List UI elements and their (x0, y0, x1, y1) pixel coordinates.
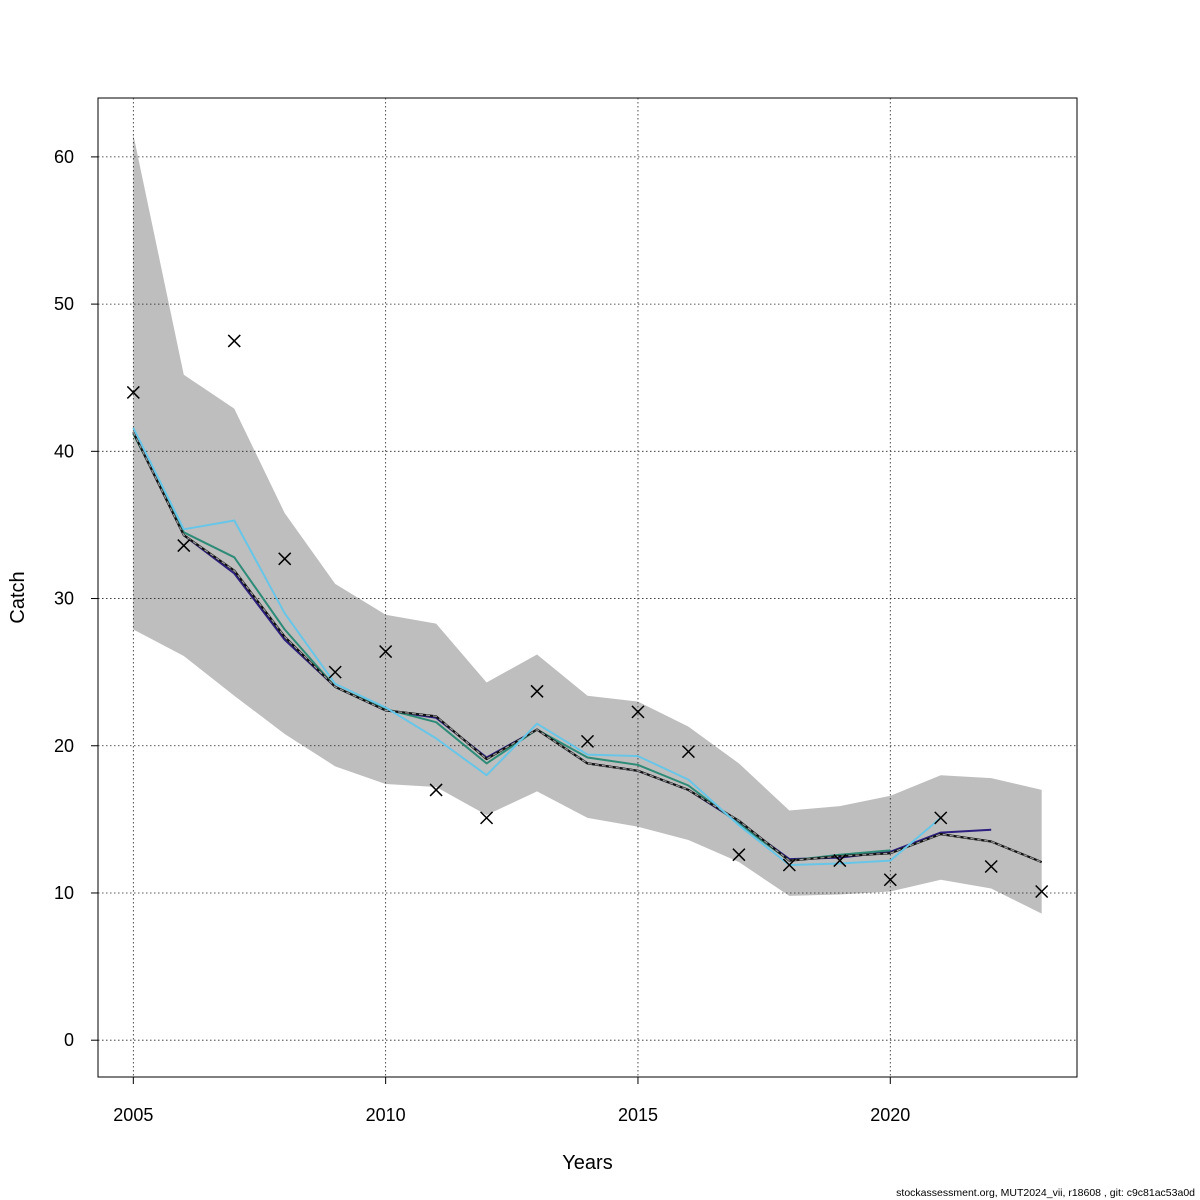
observed-point (379, 645, 393, 659)
y-tick-label: 0 (64, 1030, 74, 1050)
x-tick-label: 2005 (113, 1105, 153, 1125)
y-tick-label: 20 (54, 736, 74, 756)
observed-point (580, 734, 595, 748)
x-axis-title: Years (562, 1152, 612, 1174)
confidence-band (133, 134, 1042, 914)
series-line (132, 433, 891, 862)
tick-layer: 2005 2010 2015 2020 0 10 20 30 40 50 60 (54, 147, 910, 1125)
y-tick-label: 50 (54, 294, 74, 314)
x-tick-label: 2020 (870, 1105, 910, 1125)
observed-point (833, 854, 847, 868)
observed-point (732, 848, 746, 862)
observed-point (530, 684, 544, 698)
observed-point (328, 665, 342, 679)
observed-point (883, 873, 897, 887)
observed-point (177, 539, 191, 553)
observed-point (681, 745, 695, 759)
y-tick-label: 30 (54, 589, 74, 609)
plot-frame (97, 97, 1078, 1078)
series-line (132, 431, 1042, 863)
grid-layer (98, 98, 1077, 1077)
confidence-band-layer (133, 134, 1042, 914)
y-axis-title: Catch (7, 571, 29, 623)
observed-point (934, 811, 948, 825)
observed-points-layer (126, 334, 1049, 899)
observed-point (782, 858, 796, 872)
observed-point (480, 811, 494, 825)
observed-point (984, 859, 998, 874)
observed-point (227, 334, 241, 348)
x-tick-label: 2015 (618, 1105, 658, 1125)
x-tick-label: 2010 (366, 1105, 406, 1125)
observed-point (1035, 884, 1049, 899)
series-line (132, 427, 942, 866)
observed-point (631, 705, 645, 719)
footer-credit: stockassessment.org, MUT2024_vii, r18608… (896, 1187, 1195, 1199)
series-layer (132, 427, 1043, 866)
observed-point (126, 385, 140, 399)
y-tick-label: 10 (54, 883, 74, 903)
y-tick-label: 60 (54, 147, 74, 167)
y-tick-label: 40 (54, 441, 74, 461)
observed-point (278, 552, 292, 566)
observed-point (429, 783, 443, 797)
